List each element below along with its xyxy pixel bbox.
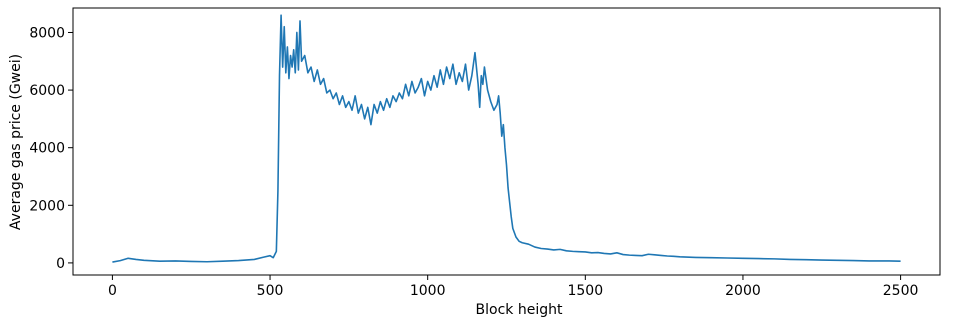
x-tick-label: 1500 bbox=[567, 283, 603, 299]
y-tick-label: 6000 bbox=[29, 83, 65, 99]
x-tick-label: 2000 bbox=[725, 283, 761, 299]
y-tick-label: 2000 bbox=[29, 198, 65, 214]
x-tick-label: 2500 bbox=[883, 283, 919, 299]
y-axis-ticks: 0 2000 4000 6000 8000 bbox=[29, 25, 73, 272]
y-axis-label: Average gas price (Gwei) bbox=[8, 54, 24, 230]
plot-frame bbox=[72, 7, 941, 276]
y-tick-label: 4000 bbox=[29, 141, 65, 157]
x-tick-label: 1000 bbox=[410, 283, 446, 299]
plot-area bbox=[72, 7, 941, 276]
x-tick-label: 500 bbox=[257, 283, 284, 299]
x-axis-ticks: 0 500 1000 1500 2000 2500 bbox=[108, 275, 918, 299]
x-axis-label: Block height bbox=[476, 302, 563, 318]
series-line bbox=[112, 14, 901, 263]
y-tick-label: 8000 bbox=[29, 25, 65, 41]
y-tick-label: 0 bbox=[56, 256, 65, 272]
x-tick-label: 0 bbox=[108, 283, 117, 299]
